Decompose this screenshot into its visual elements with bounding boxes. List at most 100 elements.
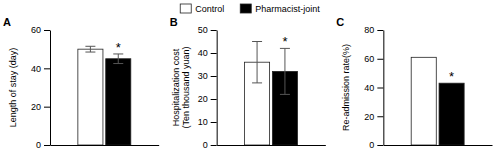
y-tick: 20 xyxy=(31,102,50,112)
error-bar-cap xyxy=(85,46,95,47)
y-tick-mark xyxy=(377,145,383,146)
y-tick: 20 xyxy=(198,94,217,104)
y-axis-line xyxy=(50,31,51,146)
y-tick-mark xyxy=(211,145,217,146)
y-tick: 60 xyxy=(31,25,50,35)
y-tick-mark xyxy=(44,68,50,69)
error-bar-cap xyxy=(113,63,123,64)
y-tick-mark xyxy=(211,53,217,54)
y-tick-mark xyxy=(211,76,217,77)
error-bar-stem xyxy=(118,54,119,64)
y-tick: 30 xyxy=(198,71,217,81)
marks: ControlPharmacist-joint xyxy=(78,46,131,145)
error-bar xyxy=(85,46,95,52)
y-tick: 10 xyxy=(198,117,217,127)
marks: ControlPharmacist-joint xyxy=(245,42,298,146)
x-axis-line xyxy=(384,145,493,146)
y-axis: 0 20 40 60 80 xyxy=(364,25,384,150)
error-bar-cap xyxy=(85,52,95,53)
bar: Control xyxy=(411,57,436,145)
annotation: * xyxy=(116,40,121,55)
y-tick: 40 xyxy=(364,83,383,93)
y-tick-mark xyxy=(377,116,383,117)
y-tick-label: 20 xyxy=(198,94,208,104)
error-bar xyxy=(113,54,123,64)
y-tick-mark xyxy=(44,107,50,108)
legend-swatch xyxy=(180,4,191,13)
y-tick: 40 xyxy=(31,64,50,74)
y-tick-mark xyxy=(377,88,383,89)
error-bar-cap xyxy=(280,94,290,95)
y-tick: 40 xyxy=(198,48,217,58)
error-bar-stem xyxy=(257,42,258,83)
panel-title: A xyxy=(3,16,11,28)
error-bar-cap xyxy=(252,82,262,83)
bar: Pharmacist-joint xyxy=(106,59,131,145)
panel: 0204060ControlPharmacist-joint*ALength o… xyxy=(3,16,159,150)
plot-area: 0204060ControlPharmacist-joint* xyxy=(31,25,159,150)
y-tick: 60 xyxy=(364,54,383,64)
x-axis-line xyxy=(51,145,160,146)
legend-item: Control xyxy=(180,4,224,14)
legend-item: Pharmacist-joint xyxy=(240,4,320,14)
annotation: * xyxy=(282,34,287,49)
y-tick: 80 xyxy=(364,25,383,35)
y-tick-mark xyxy=(211,122,217,123)
x-axis xyxy=(217,145,326,146)
y-tick: 50 xyxy=(198,25,217,35)
y-tick-label: 40 xyxy=(198,48,208,58)
y-tick-label: 30 xyxy=(198,71,208,81)
panel-title: C xyxy=(336,16,344,28)
error-bar xyxy=(280,48,290,94)
y-tick-label: 20 xyxy=(31,102,41,112)
legend-label: Pharmacist-joint xyxy=(255,4,320,14)
y-axis: 0 20 40 60 xyxy=(31,25,51,150)
y-axis-title: Length of stay (day) xyxy=(8,48,18,128)
error-bar-stem xyxy=(90,46,91,52)
y-tick-label: 60 xyxy=(364,54,374,64)
y-axis-line xyxy=(217,31,218,146)
plot-area: 0 20 40 60 80 ControlPharmacist-joint* xyxy=(364,25,492,150)
annotation: * xyxy=(449,69,454,84)
y-axis: 0 10 20 30 40 50 xyxy=(198,25,218,150)
y-axis-title: Hospitalization cost(Ten thousand yuan) xyxy=(171,46,191,128)
y-tick-label: 50 xyxy=(198,25,208,35)
y-tick-label: 40 xyxy=(31,64,41,74)
y-axis-title: Re-admission rate(%) xyxy=(341,44,351,131)
x-axis xyxy=(384,145,493,146)
bar: Pharmacist-joint xyxy=(439,83,464,145)
y-tick-mark xyxy=(377,30,383,31)
y-tick: 20 xyxy=(364,112,383,122)
legend-swatch xyxy=(240,4,251,13)
y-tick-label: 40 xyxy=(364,83,374,93)
x-axis xyxy=(51,145,160,146)
error-bar xyxy=(252,42,262,83)
y-tick: 0 xyxy=(36,140,50,150)
y-tick-mark xyxy=(44,145,50,146)
marks: ControlPharmacist-joint xyxy=(411,57,464,145)
x-axis-line xyxy=(217,145,326,146)
y-tick-label: 80 xyxy=(364,25,374,35)
y-tick-label: 10 xyxy=(198,117,208,127)
y-tick-mark xyxy=(377,59,383,60)
legend-label: Control xyxy=(195,4,224,14)
y-tick-label: 60 xyxy=(31,25,41,35)
y-tick-label: 0 xyxy=(36,140,41,150)
error-bar-cap xyxy=(252,41,262,42)
y-tick-label: 0 xyxy=(369,140,374,150)
y-tick-label: 0 xyxy=(203,140,208,150)
panel: 0 10 20 30 40 50 ControlPharmacist-joint* B Hosp… xyxy=(170,16,326,150)
y-tick: 0 xyxy=(203,140,217,150)
error-bar-stem xyxy=(284,48,285,94)
plot-area: 0 10 20 30 40 50 ControlPharmacist-joint* xyxy=(198,25,326,150)
y-tick-mark xyxy=(211,99,217,100)
bar: Control xyxy=(78,49,103,145)
y-tick-mark xyxy=(211,30,217,31)
y-tick-mark xyxy=(44,30,50,31)
legend: Control Pharmacist-joint xyxy=(180,4,320,14)
y-axis-line xyxy=(383,31,384,146)
chart: 0204060ControlPharmacist-joint*ALength o… xyxy=(0,0,500,153)
panel-title: B xyxy=(170,16,178,28)
chart-container: 0204060ControlPharmacist-joint*ALength o… xyxy=(0,0,500,153)
y-tick: 0 xyxy=(369,140,383,150)
